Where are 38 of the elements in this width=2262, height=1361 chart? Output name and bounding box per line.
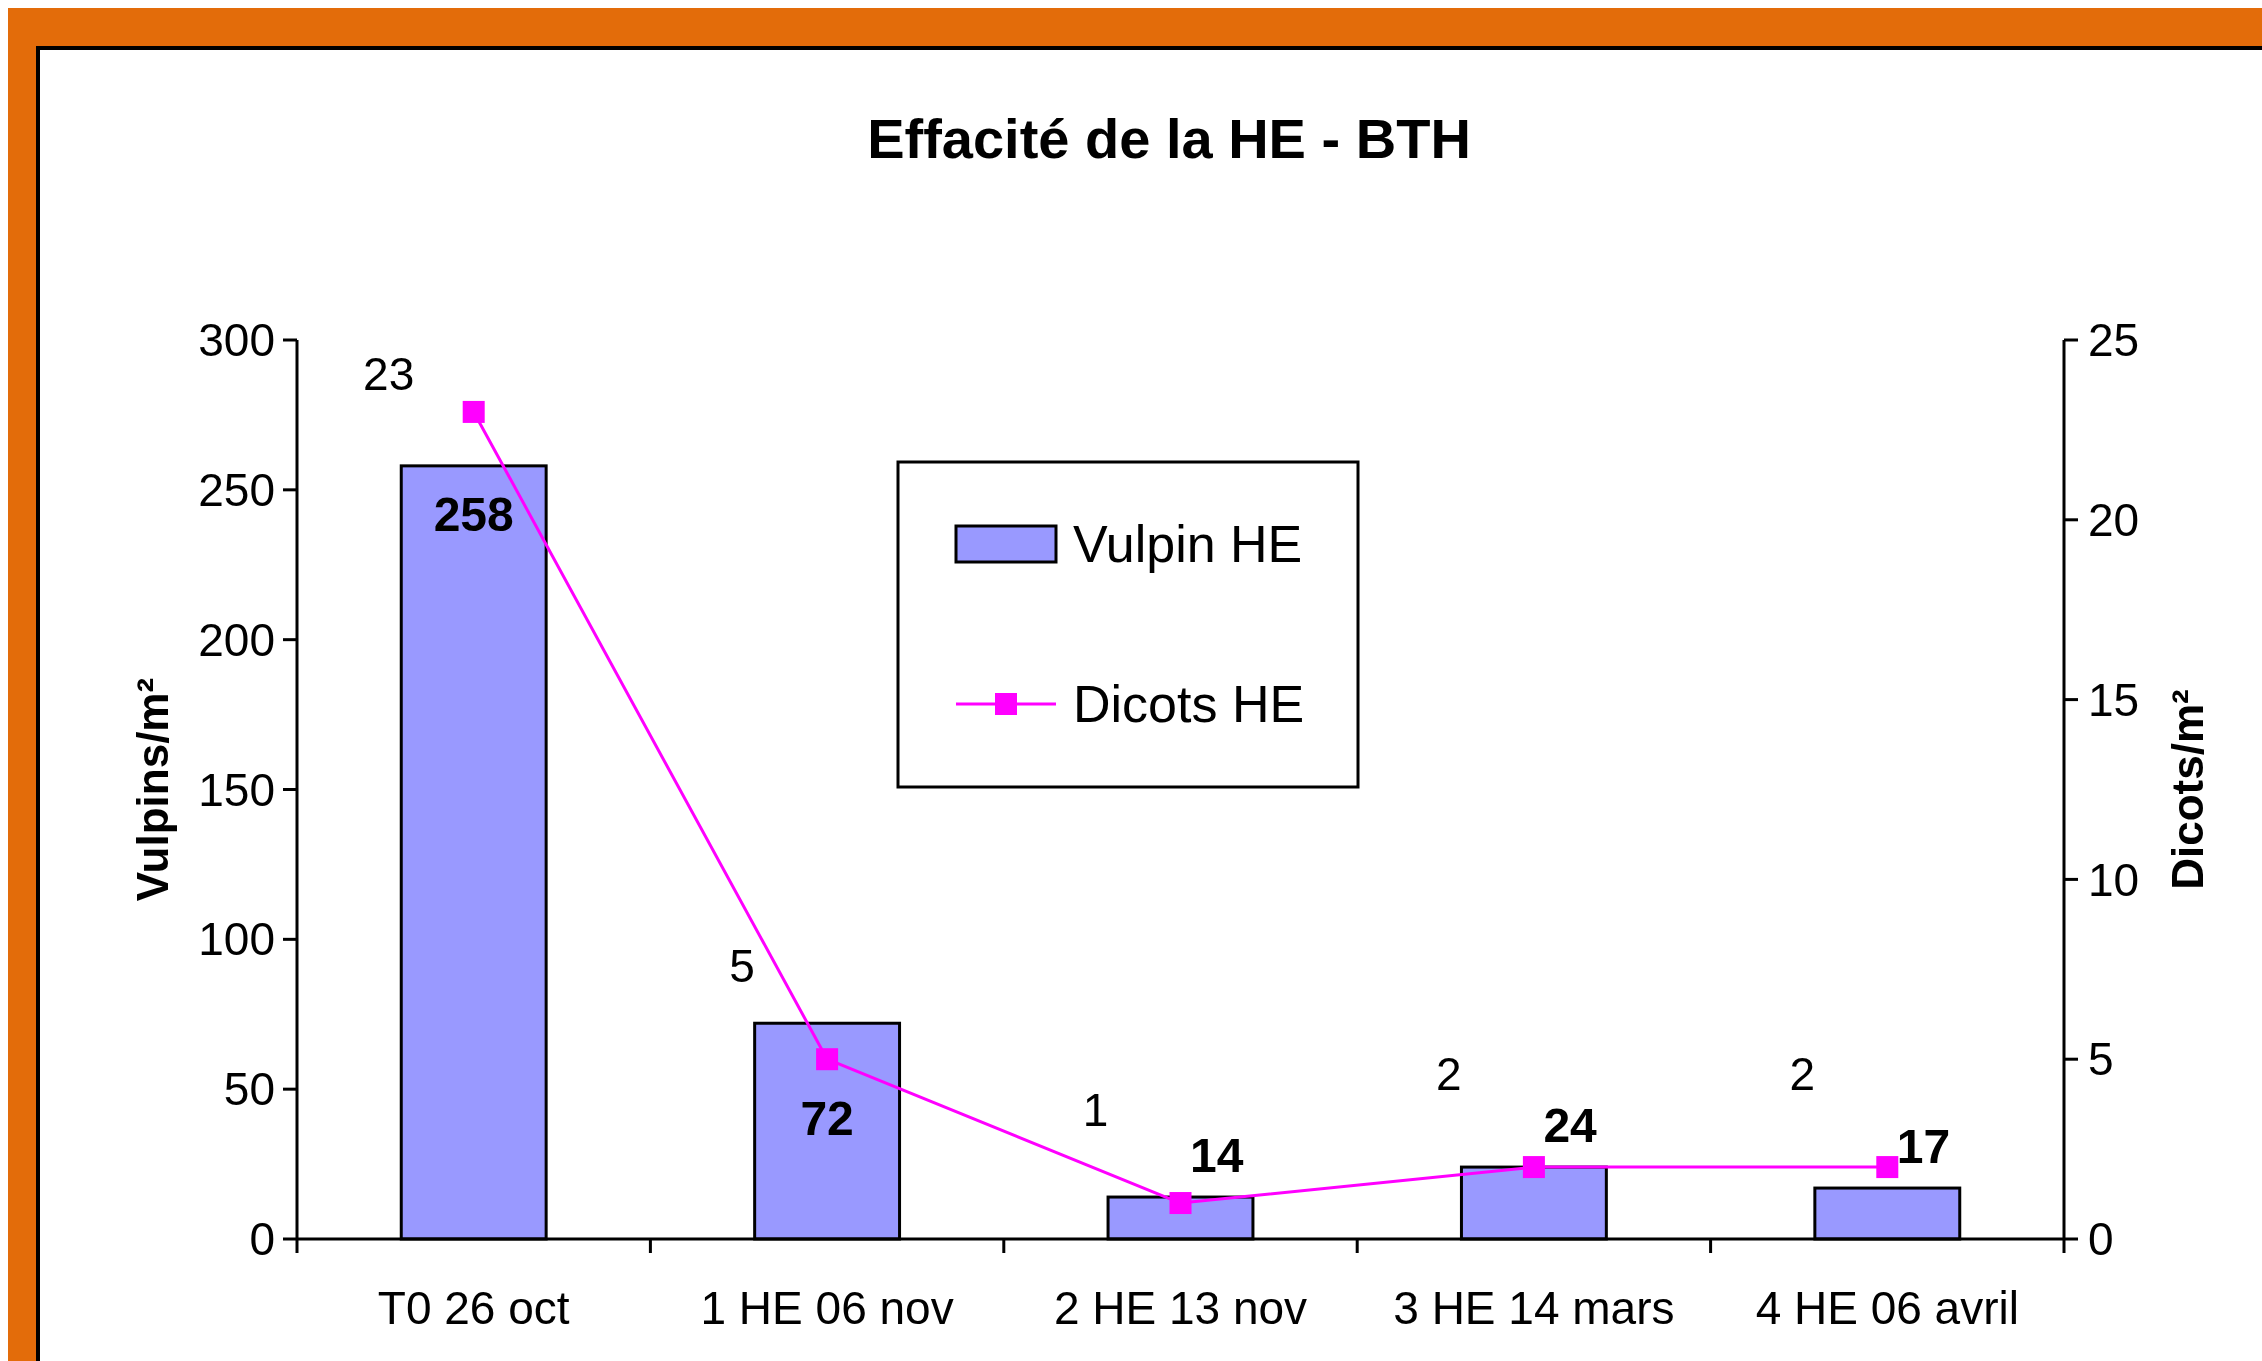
data-label: 258	[433, 487, 514, 541]
y-tick-label: 250	[198, 463, 275, 516]
data-label: 17	[1896, 1120, 1951, 1174]
point	[1522, 1156, 1545, 1179]
y-tick-label: 50	[223, 1063, 275, 1116]
y2-tick-label: 25	[2088, 314, 2140, 367]
point	[1876, 1156, 1899, 1179]
data-label: 2	[1436, 1048, 1462, 1101]
y-axis-title: Vulpins/m²	[128, 677, 177, 902]
chart-title: Effacité de la HE - BTH	[867, 107, 1471, 170]
data-label: 24	[1543, 1099, 1598, 1153]
data-label: 5	[729, 940, 755, 993]
x-tick-label: T0 26 oct	[377, 1282, 570, 1334]
x-tick-label: 1 HE 06 nov	[700, 1282, 954, 1334]
data-label: 72	[800, 1092, 854, 1146]
x-tick-label: 2 HE 13 nov	[1053, 1282, 1308, 1334]
point	[816, 1048, 839, 1071]
point	[462, 400, 485, 423]
legend-label: Vulpin HE	[1073, 515, 1303, 574]
data-label: 2	[1789, 1048, 1816, 1101]
legend-label: Dicots HE	[1073, 675, 1305, 734]
y2-tick-label: 15	[2088, 673, 2140, 726]
y-tick-label: 300	[198, 314, 275, 367]
y2-axis-title: Dicots/m²	[2163, 689, 2212, 890]
data-label: 23	[363, 347, 415, 400]
y2-tick-label: 10	[2088, 853, 2140, 906]
x-tick-label: 3 HE 14 mars	[1393, 1282, 1675, 1334]
data-label: 1	[1082, 1084, 1109, 1137]
y-tick-label: 0	[249, 1213, 275, 1266]
y2-tick-label: 20	[2088, 493, 2140, 546]
data-label: 14	[1190, 1129, 1244, 1183]
y-tick-label: 150	[198, 763, 275, 816]
y-tick-label: 200	[198, 613, 275, 666]
x-tick-label: 4 HE 06 avril	[1755, 1282, 2019, 1334]
y-tick-label: 100	[198, 913, 275, 966]
y2-tick-label: 5	[2088, 1033, 2114, 1086]
y2-tick-label: 0	[2088, 1213, 2114, 1266]
point	[1169, 1192, 1192, 1215]
